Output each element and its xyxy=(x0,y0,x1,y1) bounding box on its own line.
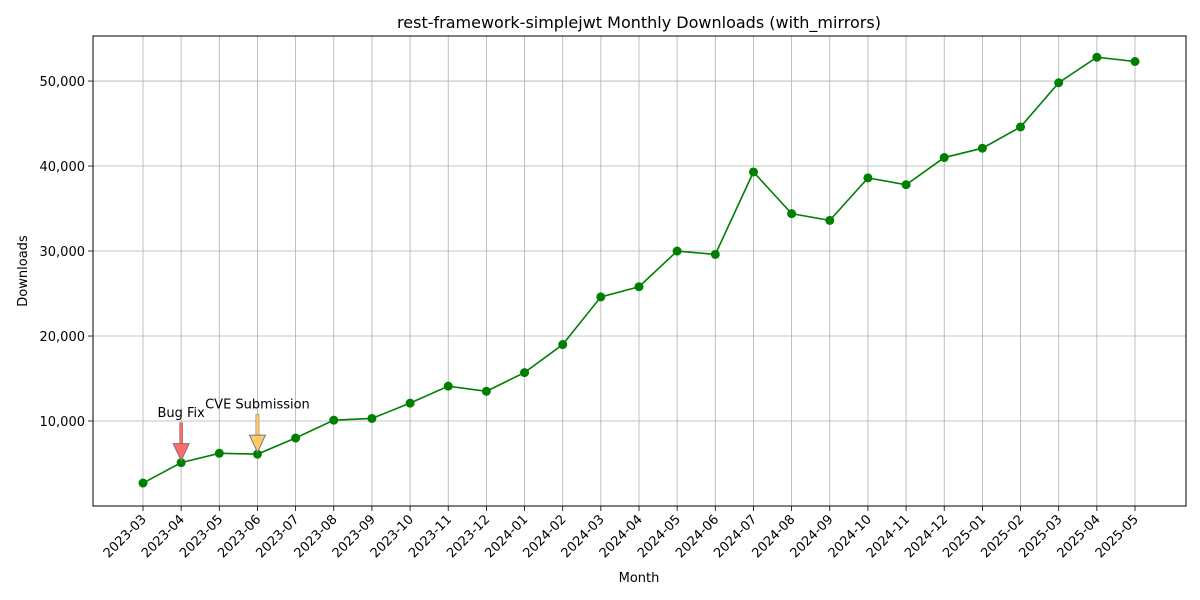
data-point xyxy=(214,448,224,458)
y-axis-title: Downloads xyxy=(16,235,31,307)
data-point xyxy=(596,292,606,302)
arrow-head xyxy=(248,434,267,454)
annotation-arrow xyxy=(172,422,190,462)
data-point xyxy=(481,386,491,396)
arrow-head xyxy=(172,443,190,462)
annotation-label: CVE Submission xyxy=(205,397,310,412)
data-point xyxy=(1054,78,1064,88)
data-point xyxy=(1130,56,1140,66)
data-point xyxy=(710,249,720,259)
data-point xyxy=(405,398,415,408)
data-point xyxy=(291,433,301,443)
y-tick-label: 40,000 xyxy=(40,160,86,175)
x-axis-title: Month xyxy=(619,571,660,586)
data-point xyxy=(443,381,453,391)
data-point xyxy=(825,215,835,225)
data-point xyxy=(748,167,758,177)
data-point xyxy=(1092,52,1102,62)
data-point xyxy=(863,173,873,183)
data-point xyxy=(977,143,987,153)
chart-title: rest-framework-simplejwt Monthly Downloa… xyxy=(397,13,881,33)
data-point xyxy=(367,413,377,423)
grid xyxy=(93,36,1186,506)
data-point xyxy=(252,449,262,459)
data-point xyxy=(329,415,339,425)
data-point xyxy=(520,368,530,378)
y-tick-label: 20,000 xyxy=(40,330,86,345)
annotation-arrow xyxy=(248,414,267,454)
data-point xyxy=(939,153,949,163)
annotation-label: Bug Fix xyxy=(157,406,205,421)
data-point xyxy=(901,180,911,190)
y-tick-label: 50,000 xyxy=(40,75,86,90)
y-tick-label: 30,000 xyxy=(40,245,86,260)
x-axis-ticks: 2023-032023-042023-052023-062023-072023-… xyxy=(101,506,1142,561)
arrow-shaft xyxy=(179,422,184,444)
data-point xyxy=(1016,122,1026,132)
y-tick-label: 10,000 xyxy=(40,415,86,430)
data-point xyxy=(558,340,568,350)
plot-area-frame xyxy=(92,35,1187,507)
arrow-shaft xyxy=(255,414,260,436)
y-axis-ticks: 10,000 20,000 30,000 40,000 50,000 xyxy=(40,75,93,430)
data-point xyxy=(138,478,148,488)
data-point xyxy=(176,458,186,468)
data-point xyxy=(672,246,682,256)
data-point xyxy=(634,282,644,292)
series-layer xyxy=(138,52,1140,488)
data-point xyxy=(787,209,797,219)
